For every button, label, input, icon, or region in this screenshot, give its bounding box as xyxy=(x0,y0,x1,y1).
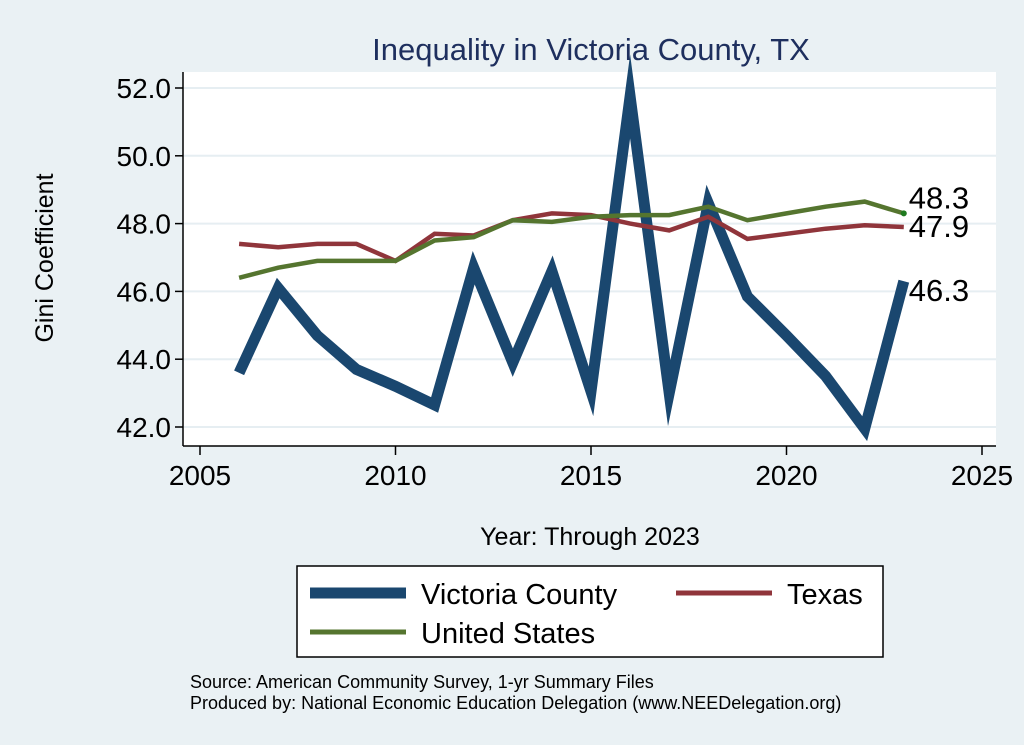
y-tick-label-46.0: 46.0 xyxy=(117,276,172,307)
y-tick-label-44.0: 44.0 xyxy=(117,344,172,375)
legend-label-united-states: United States xyxy=(421,618,595,650)
series-line-victoria-county xyxy=(234,54,910,442)
x-tick-label-2015: 2015 xyxy=(560,460,622,491)
end-label-united-states: 48.3 xyxy=(909,180,969,215)
y-tick-label-48.0: 48.0 xyxy=(117,209,172,240)
x-tick-label-2020: 2020 xyxy=(755,460,817,491)
x-tick-label-2010: 2010 xyxy=(364,460,426,491)
end-label-victoria-county: 46.3 xyxy=(909,273,969,308)
end-labels: 46.3 47.948.3 xyxy=(909,180,969,308)
y-tick-label-52.0: 52.0 xyxy=(117,73,172,104)
y-axis-label: Gini Coefficient xyxy=(31,173,59,342)
x-tick-label-2025: 2025 xyxy=(951,460,1013,491)
source-note: Source: American Community Survey, 1-yr … xyxy=(190,672,654,692)
y-tick-label-42.0: 42.0 xyxy=(117,412,172,443)
axes xyxy=(182,72,996,447)
y-axis-ticks: 42.0 44.0 46.0 48.0 50.0 52.0 xyxy=(117,73,183,443)
legend: Victoria County Texas United States xyxy=(296,565,884,658)
y-tick-label-50.0: 50.0 xyxy=(117,141,172,172)
legend-label-texas: Texas xyxy=(787,579,863,611)
series-lines xyxy=(234,54,910,442)
legend-label-victoria-county: Victoria County xyxy=(421,579,618,611)
end-label-texas: 47.9 xyxy=(909,209,969,244)
x-axis-label: Year: Through 2023 xyxy=(480,523,700,551)
series-line-united-states xyxy=(238,199,905,280)
legend-box xyxy=(296,565,884,658)
chart-title: Inequality in Victoria County, TX xyxy=(372,32,810,67)
series-line-texas xyxy=(238,211,904,264)
series-endpoint-united-states xyxy=(900,210,907,217)
x-tick-label-2005: 2005 xyxy=(169,460,231,491)
x-axis-ticks: 2005 2010 2015 2020 2025 xyxy=(169,446,1013,491)
producer-note: Produced by: National Economic Education… xyxy=(190,693,841,713)
